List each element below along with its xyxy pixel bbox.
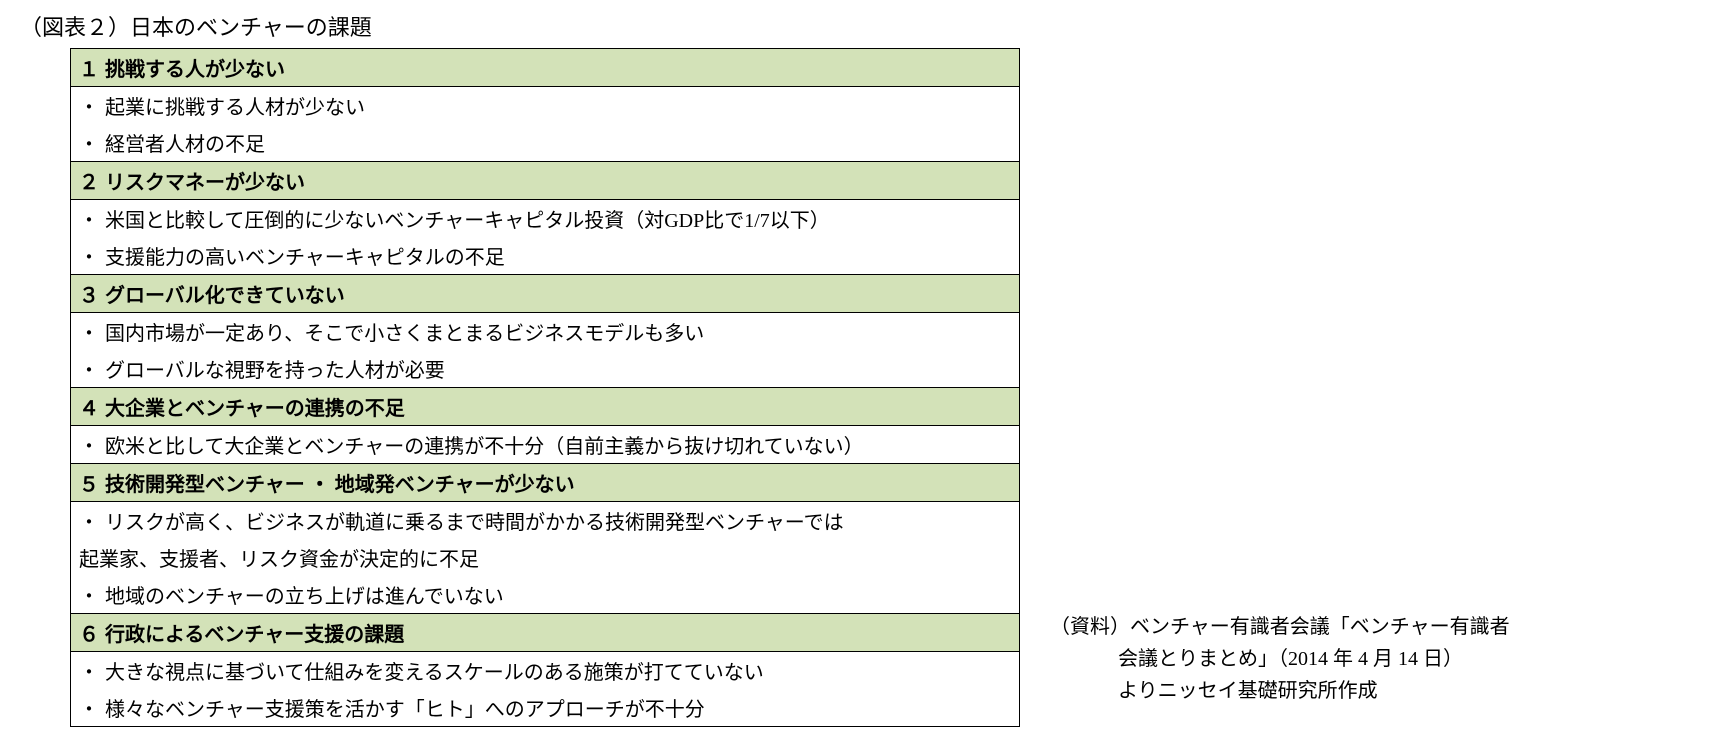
section-number: ６ [79,618,105,647]
section-header: ２リスクマネーが少ない [71,162,1020,200]
source-line: 会議とりまとめ」（2014 年 4 月 14 日） [1050,643,1711,675]
section-heading: リスクマネーが少ない [105,172,305,194]
item-text: 起業に挑戦する人材が少ない [105,91,365,120]
item-text: 国内市場が一定あり、そこで小さくまとまるビジネスモデルも多い [105,317,704,346]
section-header: ４大企業とベンチャーの連携の不足 [71,388,1020,426]
bullet-icon: ・ [79,354,105,383]
section-number: ５ [79,468,105,497]
table-row: ・大きな視点に基づいて仕組みを変えるスケールのある施策が打てていない [71,652,1020,690]
table-row: ・地域のベンチャーの立ち上げは進んでいない [71,576,1020,614]
source-line: （資料）ベンチャー有識者会議「ベンチャー有識者 [1050,611,1711,643]
section-heading: 行政によるベンチャー支援の課題 [105,624,404,646]
bullet-icon: ・ [79,204,105,233]
section-number: ２ [79,166,105,195]
table-row: ・様々なベンチャー支援策を活かす「ヒト」へのアプローチが不十分 [71,689,1020,727]
section-heading: 挑戦する人が少ない [105,59,285,81]
bullet-icon: ・ [79,430,105,459]
section-heading: 大企業とベンチャーの連携の不足 [105,398,405,420]
source-line: よりニッセイ基礎研究所作成 [1050,675,1711,707]
bullet-icon: ・ [79,241,105,270]
table-row: 起業家、支援者、リスク資金が決定的に不足 [71,539,1020,576]
item-text: 支援能力の高いベンチャーキャピタルの不足 [105,241,505,270]
bullet-icon: ・ [79,506,105,535]
bullet-icon: ・ [79,693,105,722]
table-row: ・欧米と比して大企業とベンチャーの連携が不十分（自前主義から抜け切れていない） [71,426,1020,464]
item-text: 地域のベンチャーの立ち上げは進んでいない [105,580,504,609]
item-text: 経営者人材の不足 [105,128,265,157]
section-number: ４ [79,392,105,421]
section-number: ３ [79,279,105,308]
table-row: ・起業に挑戦する人材が少ない [71,87,1020,125]
item-text-continuation: 起業家、支援者、リスク資金が決定的に不足 [79,549,479,571]
item-text: グローバルな視野を持った人材が必要 [105,354,445,383]
section-number: １ [79,53,105,82]
source-citation: （資料）ベンチャー有識者会議「ベンチャー有識者 会議とりまとめ」（2014 年 … [1050,611,1711,727]
table-row: ・リスクが高く、ビジネスが軌道に乗るまで時間がかかる技術開発型ベンチャーでは [71,502,1020,540]
bullet-icon: ・ [79,656,105,685]
issues-table: １挑戦する人が少ない ・起業に挑戦する人材が少ない ・経営者人材の不足 ２リスク… [70,48,1020,727]
item-text: 欧米と比して大企業とベンチャーの連携が不十分（自前主義から抜け切れていない） [105,430,864,459]
section-header: ５技術開発型ベンチャー ・ 地域発ベンチャーが少ない [71,464,1020,502]
table-row: ・国内市場が一定あり、そこで小さくまとまるビジネスモデルも多い [71,313,1020,351]
section-heading: グローバル化できていない [105,285,345,307]
table-row: ・グローバルな視野を持った人材が必要 [71,350,1020,388]
section-header: １挑戦する人が少ない [71,49,1020,87]
item-text: リスクが高く、ビジネスが軌道に乗るまで時間がかかる技術開発型ベンチャーでは [105,506,844,535]
item-text: 様々なベンチャー支援策を活かす「ヒト」へのアプローチが不十分 [105,693,705,722]
item-text: 米国と比較して圧倒的に少ないベンチャーキャピタル投資（対GDP比で1/7以下） [105,204,830,233]
table-row: ・支援能力の高いベンチャーキャピタルの不足 [71,237,1020,275]
table-row: ・米国と比較して圧倒的に少ないベンチャーキャピタル投資（対GDP比で1/7以下） [71,200,1020,238]
item-text: 大きな視点に基づいて仕組みを変えるスケールのある施策が打てていない [105,656,764,685]
section-header: ６行政によるベンチャー支援の課題 [71,614,1020,652]
bullet-icon: ・ [79,317,105,346]
section-heading: 技術開発型ベンチャー ・ 地域発ベンチャーが少ない [105,474,575,496]
bullet-icon: ・ [79,91,105,120]
bullet-icon: ・ [79,580,105,609]
table-row: ・経営者人材の不足 [71,124,1020,162]
section-header: ３グローバル化できていない [71,275,1020,313]
bullet-icon: ・ [79,128,105,157]
figure-title: （図表２）日本のベンチャーの課題 [20,10,1020,42]
